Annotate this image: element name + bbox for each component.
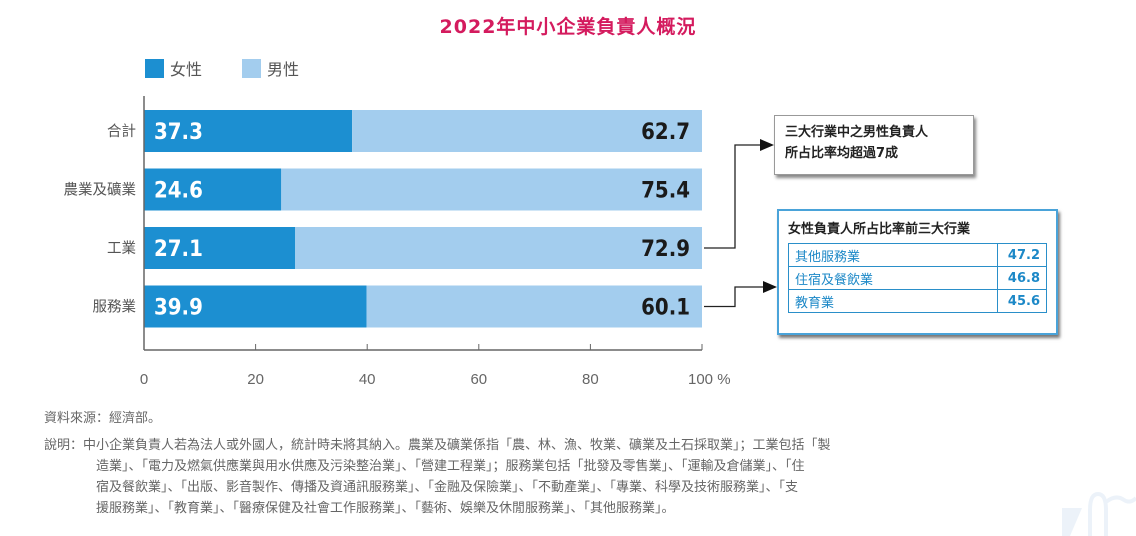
- annotation-line: 三大行業中之男性負責人: [785, 125, 929, 140]
- bar-female: [144, 110, 353, 152]
- legend-item-female: 女性: [145, 56, 202, 80]
- explanation-label: 說明：: [44, 438, 84, 453]
- x-tick-label: 0: [140, 371, 148, 388]
- category-label: 合計: [107, 123, 136, 140]
- data-label-female: 39.9: [154, 296, 203, 321]
- legend-label-female: 女性: [170, 60, 203, 79]
- industry-value: 46.8: [997, 266, 1047, 290]
- x-tick-label: 60: [470, 371, 487, 388]
- annotation-female-top3: 女性負責人所占比率前三大行業 其他服務業 47.2 住宿及餐飲業 46.8 教育…: [777, 209, 1058, 335]
- bar-female: [144, 227, 296, 269]
- legend-item-male: 男性: [242, 56, 299, 80]
- data-label-male: 75.4: [641, 179, 690, 204]
- data-label-female: 27.1: [154, 237, 203, 262]
- bar-male: [352, 110, 702, 152]
- data-label-female: 37.3: [154, 120, 203, 145]
- category-label: 農業及礦業: [64, 182, 137, 199]
- legend: 女性 男性: [145, 56, 299, 80]
- table-row: 教育業 45.6: [788, 289, 1047, 313]
- bar-female: [144, 168, 282, 211]
- bar-chart: 合計 37.3 62.7 農業及礦業 24.6 75.4 工業 27.1 72.9 服務業 39.9…: [64, 96, 777, 388]
- x-tick-label: 40: [359, 371, 376, 388]
- category-label: 工業: [107, 240, 136, 257]
- arrowhead-icon: [760, 139, 774, 151]
- data-label-male: 62.7: [641, 120, 690, 145]
- data-label-male: 72.9: [641, 237, 690, 262]
- notes: 資料來源：經濟部。 說明： 中小企業負責人若為法人或外國人，統計時未將其納入。農…: [44, 408, 831, 519]
- industry-value: 45.6: [997, 289, 1047, 313]
- industry-name: 住宿及餐飲業: [788, 266, 998, 290]
- legend-label-male: 男性: [267, 60, 300, 79]
- category-label: 服務業: [93, 299, 137, 316]
- data-label-female: 24.6: [154, 179, 203, 204]
- table-row: 住宿及餐飲業 46.8: [788, 266, 1047, 290]
- data-label-male: 60.1: [641, 296, 690, 321]
- explanation-line: 造業」、「電力及燃氣供應業與用水供應及污染整治業」、「營建工程業」；服務業包括「…: [96, 459, 805, 474]
- explanation-line: 宿及餐飲業」、「出版、影音製作、傳播及資通訊服務業」、「金融及保險業」、「不動產…: [96, 480, 799, 495]
- industry-name: 教育業: [788, 289, 998, 313]
- annotation-header: 女性負責人所占比率前三大行業: [788, 222, 971, 237]
- connector-line: [704, 286, 765, 308]
- industry-name: 其他服務業: [788, 243, 998, 267]
- x-tick-label: 100 %: [688, 371, 731, 388]
- bar-male: [295, 227, 702, 269]
- table-row: 其他服務業 47.2: [788, 243, 1047, 267]
- top3-table: 其他服務業 47.2 住宿及餐飲業 46.8 教育業 45.6: [788, 243, 1047, 313]
- arrowhead-icon: [763, 281, 777, 293]
- x-tick-label: 80: [582, 371, 599, 388]
- industry-value: 47.2: [997, 243, 1047, 267]
- bar-male: [281, 168, 702, 211]
- legend-swatch-female: [145, 58, 164, 78]
- chart-title: 2022年中小企業負責人概況: [439, 16, 697, 38]
- x-tick-label: 20: [247, 371, 264, 388]
- explanation-line: 援服務業」、「教育業」、「醫療保健及社會工作服務業」、「藝術、娛樂及休閒服務業」…: [96, 501, 675, 516]
- bar-female: [144, 285, 367, 328]
- bar-male: [366, 285, 702, 328]
- explanation-line: 中小企業負責人若為法人或外國人，統計時未將其納入。農業及礦業係指「農、林、漁、牧…: [83, 438, 831, 453]
- annotation-male-callout: 三大行業中之男性負責人 所占比率均超過7成: [774, 115, 974, 175]
- legend-swatch-male: [242, 58, 262, 78]
- connector-line: [704, 144, 762, 249]
- watermark-logo-icon: [1062, 491, 1136, 536]
- source-note: 資料來源：經濟部。: [44, 411, 162, 426]
- annotation-line: 所占比率均超過7成: [785, 146, 899, 161]
